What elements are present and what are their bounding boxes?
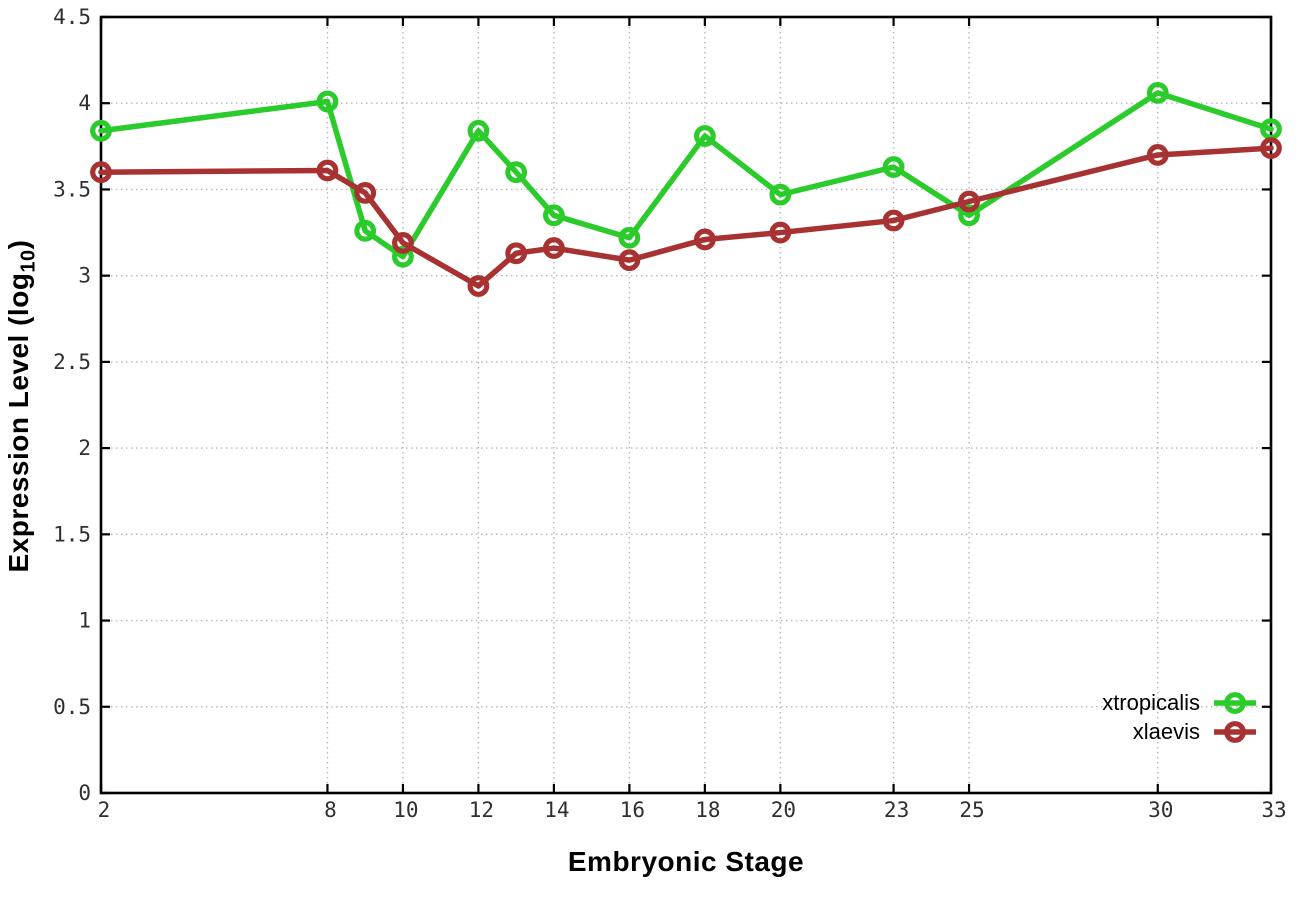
data-point-xlaevis bbox=[354, 181, 377, 204]
data-point-xlaevis bbox=[392, 232, 414, 254]
data-point-xlaevis bbox=[1260, 137, 1282, 159]
data-point-xtropicalis bbox=[392, 245, 414, 268]
legend-item-xtropicalis: xtropicalis bbox=[1102, 688, 1258, 717]
legend-label-xtropicalis: xtropicalis bbox=[1102, 689, 1200, 715]
data-point-xtropicalis bbox=[693, 125, 716, 147]
gridlines bbox=[101, 17, 1271, 793]
x-tick-label: 10 bbox=[393, 798, 418, 822]
y-tick-label: 0 bbox=[78, 781, 91, 805]
data-point-xlaevis bbox=[316, 159, 339, 182]
plot-border bbox=[99, 15, 1273, 795]
legend-sample-icon-xlaevis bbox=[1214, 720, 1256, 743]
data-point-xtropicalis bbox=[958, 204, 980, 227]
y-tick-label: 2 bbox=[78, 436, 91, 460]
data-point-xlaevis bbox=[693, 228, 716, 251]
data-point-xtropicalis bbox=[882, 156, 905, 178]
series-xtropicalis bbox=[90, 81, 1282, 268]
y-tick-label: 1.5 bbox=[53, 522, 91, 546]
y-tick-label: 4 bbox=[78, 91, 91, 115]
x-tick-label: 23 bbox=[884, 798, 909, 822]
x-tick-label: 30 bbox=[1148, 798, 1173, 822]
series-line-xtropicalis bbox=[98, 90, 1274, 260]
data-point-xtropicalis bbox=[543, 204, 565, 227]
data-point-xtropicalis bbox=[505, 161, 528, 184]
y-axis-title-close: ) bbox=[3, 239, 34, 250]
data-point-xtropicalis bbox=[90, 119, 112, 142]
data-point-xtropicalis bbox=[1146, 81, 1169, 104]
data-point-xtropicalis bbox=[316, 90, 339, 113]
data-point-xlaevis bbox=[882, 209, 905, 232]
data-point-xlaevis bbox=[90, 161, 112, 184]
y-tick-label: 2.5 bbox=[53, 350, 91, 374]
data-point-xlaevis bbox=[467, 275, 490, 297]
data-point-xlaevis bbox=[505, 242, 528, 265]
y-tick-labels: 0 0.5 1 1.5 2 2.5 3 3.5 4 4.5 bbox=[53, 5, 91, 805]
legend-item-xlaevis: xlaevis bbox=[1102, 717, 1258, 746]
data-point-xlaevis bbox=[769, 221, 792, 244]
data-point-xlaevis bbox=[958, 190, 980, 213]
y-axis-title-text: Expression Level (log bbox=[3, 272, 34, 573]
data-point-xtropicalis bbox=[769, 183, 792, 206]
x-tick-label: 8 bbox=[324, 798, 337, 822]
data-point-xtropicalis bbox=[354, 219, 377, 242]
legend: xtropicalis xlaevis bbox=[1102, 688, 1258, 746]
y-axis-title: Expression Level (log10) bbox=[3, 18, 40, 794]
y-axis-title-subscript: 10 bbox=[17, 249, 40, 273]
x-tick-label: 16 bbox=[620, 798, 645, 822]
y-tick-label: 3 bbox=[78, 264, 91, 288]
data-point-xtropicalis bbox=[618, 226, 641, 249]
x-tick-label: 33 bbox=[1261, 798, 1286, 822]
data-point-xlaevis bbox=[543, 237, 565, 259]
data-point-xtropicalis bbox=[467, 119, 490, 142]
legend-label-xlaevis: xlaevis bbox=[1132, 718, 1200, 744]
data-point-xlaevis bbox=[618, 249, 641, 272]
x-tick-label: 25 bbox=[959, 798, 984, 822]
y-tick-label: 3.5 bbox=[53, 177, 91, 201]
series-xlaevis bbox=[90, 137, 1282, 297]
axis-ticks bbox=[99, 15, 1273, 795]
series-line-xlaevis bbox=[98, 145, 1274, 289]
y-tick-label: 1 bbox=[78, 609, 91, 633]
x-tick-label: 2 bbox=[98, 798, 111, 822]
x-tick-label: 18 bbox=[695, 798, 720, 822]
x-tick-label: 12 bbox=[469, 798, 494, 822]
x-tick-label: 14 bbox=[544, 798, 569, 822]
x-tick-label: 20 bbox=[771, 798, 796, 822]
legend-sample-icon-xtropicalis bbox=[1214, 691, 1256, 714]
y-tick-label: 0.5 bbox=[53, 695, 91, 719]
x-axis-title: Embryonic Stage bbox=[567, 846, 805, 877]
data-point-xlaevis bbox=[1146, 144, 1169, 166]
y-tick-label: 4.5 bbox=[53, 5, 91, 29]
x-tick-labels: 2 8 10 12 14 16 18 20 23 25 30 33 bbox=[98, 798, 1287, 822]
